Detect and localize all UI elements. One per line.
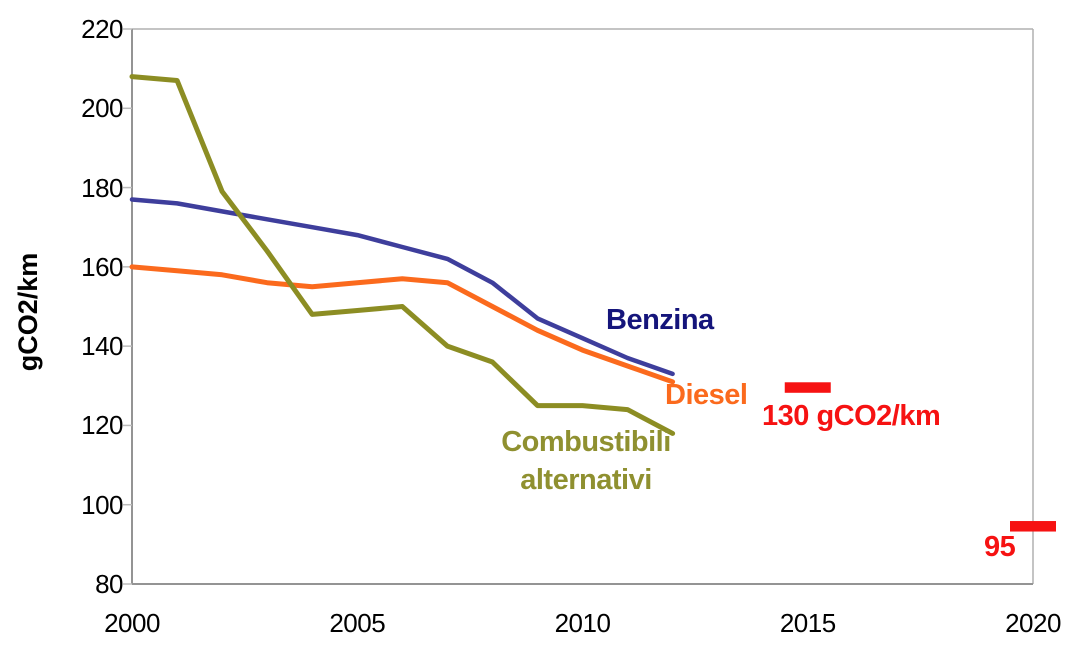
y-tick-label: 140 (81, 331, 123, 362)
y-tick-label: 180 (81, 172, 123, 203)
y-tick-label: 120 (81, 410, 123, 441)
series-label-combustibili-line1: Combustibili (501, 426, 671, 458)
x-tick-label: 2010 (554, 608, 611, 638)
series-label-combustibili-alternativi: Combustibili alternativi (486, 423, 686, 499)
y-tick-label: 80 (95, 569, 123, 599)
series-label-benzina: Benzina (606, 304, 714, 336)
target-95-label: 95 (984, 531, 1016, 563)
series-line-benzina (129, 197, 675, 377)
y-axis-title: gCO2/km (13, 252, 43, 372)
target-dash-95 (1010, 521, 1056, 532)
target-dash-130 (784, 382, 831, 393)
target-130-label: 130 gCO2/km (762, 400, 941, 432)
y-tick-label: 220 (81, 14, 123, 44)
x-tick-label: 2000 (104, 608, 160, 638)
x-tick-label: 2015 (779, 608, 836, 638)
series-label-diesel: Diesel (665, 379, 748, 411)
x-tick-label: 2005 (329, 608, 386, 638)
series-line-diesel (129, 264, 676, 385)
series-label-combustibili-line2: alternativi (520, 464, 652, 496)
y-tick-label: 200 (81, 93, 123, 124)
y-tick-label: 100 (81, 489, 123, 520)
series-line-combustibili-alternativi (129, 74, 676, 436)
x-tick-label: 2020 (1005, 608, 1061, 638)
y-tick-label: 160 (81, 251, 123, 282)
